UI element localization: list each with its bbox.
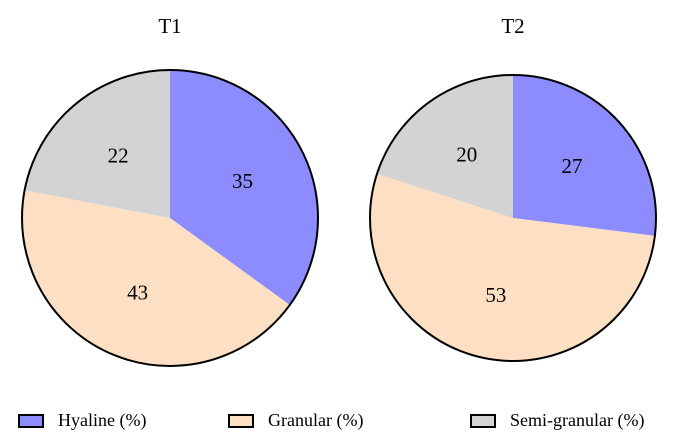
pie-1-slice-granular [369, 173, 655, 362]
pie-1-label-granular: 53 [485, 283, 506, 307]
legend-label-semi-granular: Semi-granular (%) [510, 410, 645, 430]
pie-title-1: T2 [501, 14, 524, 38]
pie-0-label-hyaline: 35 [232, 169, 253, 193]
pie-title-0: T1 [158, 14, 181, 38]
legend-item-hyaline: Hyaline (%) [18, 410, 146, 431]
pie-0-slice-hyaline [170, 70, 318, 305]
legend-item-granular: Granular (%) [228, 410, 363, 431]
pie-1-slice-semi-granular [376, 75, 513, 218]
pie-0-label-granular: 43 [127, 281, 148, 305]
pie-1-label-hyaline: 27 [561, 154, 582, 178]
pie-0-label-semi-granular: 22 [108, 143, 129, 167]
legend-swatch-granular [228, 413, 254, 428]
pie-0: T1 35 43 22 [21, 14, 319, 367]
pie-0-slice-semi-granular [24, 70, 170, 218]
legend-swatch-hyaline [18, 413, 44, 428]
legend-item-semi-granular: Semi-granular (%) [470, 410, 644, 431]
pie-0-slice-granular [21, 190, 290, 367]
pie-1-label-semi-granular: 20 [456, 142, 477, 166]
pie-outline-1 [369, 74, 657, 362]
pie-outline-0 [21, 69, 319, 367]
legend-label-granular: Granular (%) [268, 410, 364, 430]
legend-label-hyaline: Hyaline (%) [58, 410, 147, 430]
legend-swatch-semi-granular [470, 413, 496, 428]
pie-1: T2 27 53 20 [369, 14, 657, 362]
pie-1-slice-hyaline [513, 75, 656, 236]
legend: Hyaline (%) Granular (%) Semi-granular (… [0, 410, 673, 438]
